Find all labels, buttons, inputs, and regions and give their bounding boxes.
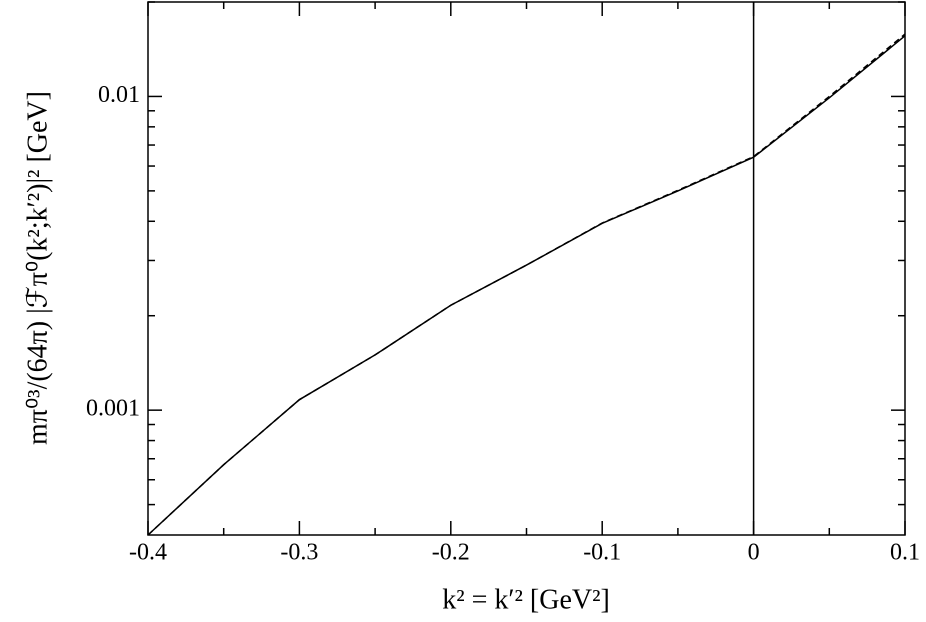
- x-tick-label: -0.1: [583, 540, 621, 566]
- x-tick-label: -0.4: [129, 540, 167, 566]
- x-tick-label: -0.2: [432, 540, 470, 566]
- x-tick-label: -0.3: [280, 540, 318, 566]
- x-axis-label: k² = k′² [GeV²]: [442, 584, 610, 615]
- y-tick-label: 0.01: [98, 82, 140, 108]
- y-axis-label: mπ⁰³/(64π) |ℱπ⁰(k²;k′²)|² [GeV]: [22, 91, 53, 445]
- x-tick-label: 0.1: [890, 540, 920, 566]
- line-series: [147, 33, 906, 536]
- line-series: [147, 35, 906, 536]
- plot-frame: [147, 1, 906, 536]
- x-tick-label: 0: [748, 540, 760, 566]
- y-tick-label: 0.001: [86, 396, 140, 422]
